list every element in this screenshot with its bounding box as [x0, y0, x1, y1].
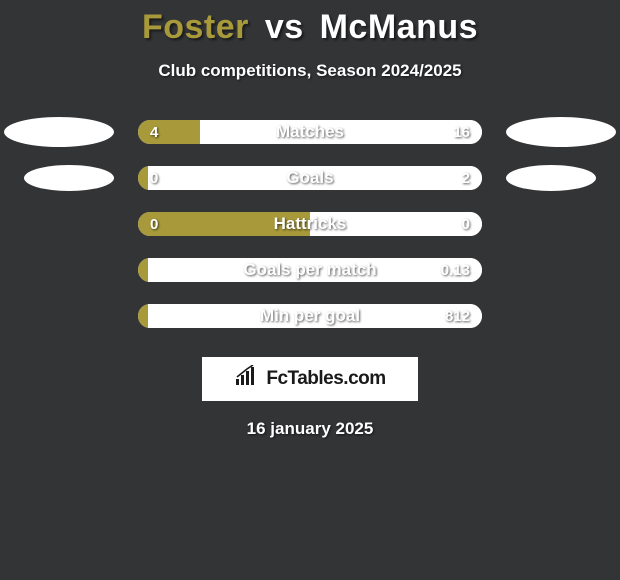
stat-bar-left — [138, 212, 310, 236]
stats-card: Foster vs McManus Club competitions, Sea… — [0, 0, 620, 439]
stat-bar-right — [148, 304, 482, 328]
right-player-badge — [506, 165, 596, 191]
title-player-left: Foster — [142, 8, 249, 46]
page-title: Foster vs McManus — [0, 0, 620, 47]
footer-date: 16 january 2025 — [0, 419, 620, 439]
stat-bar-left — [138, 120, 200, 144]
brand-chart-icon — [234, 365, 260, 393]
stat-bar-left — [138, 304, 148, 328]
subtitle: Club competitions, Season 2024/2025 — [0, 61, 620, 81]
right-player-badge — [506, 117, 616, 147]
stat-row: Hattricks00 — [0, 201, 620, 247]
stat-bar: Hattricks00 — [138, 212, 482, 236]
stat-bar-right — [148, 258, 482, 282]
stat-bar-right — [310, 212, 482, 236]
title-player-right: McManus — [320, 8, 478, 46]
stat-bar-right — [148, 166, 482, 190]
stat-row: Matches416 — [0, 109, 620, 155]
title-separator: vs — [265, 8, 304, 46]
brand-box[interactable]: FcTables.com — [202, 357, 418, 401]
stat-bar-left — [138, 166, 148, 190]
stat-rows: Matches416 Goals02 Hattricks00 Goals per ma… — [0, 109, 620, 339]
left-player-badge — [24, 165, 114, 191]
stat-row: Goals02 — [0, 155, 620, 201]
stat-bar: Goals02 — [138, 166, 482, 190]
stat-bar-right — [200, 120, 482, 144]
brand-text: FcTables.com — [266, 368, 385, 390]
stat-row: Goals per match0.13 — [0, 247, 620, 293]
stat-bar: Min per goal812 — [138, 304, 482, 328]
stat-bar-left — [138, 258, 148, 282]
stat-bar: Matches416 — [138, 120, 482, 144]
left-player-badge — [4, 117, 114, 147]
stat-row: Min per goal812 — [0, 293, 620, 339]
stat-bar: Goals per match0.13 — [138, 258, 482, 282]
